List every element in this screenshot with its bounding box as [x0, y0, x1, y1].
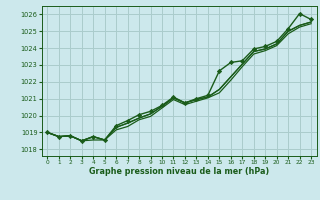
X-axis label: Graphe pression niveau de la mer (hPa): Graphe pression niveau de la mer (hPa) [89, 167, 269, 176]
